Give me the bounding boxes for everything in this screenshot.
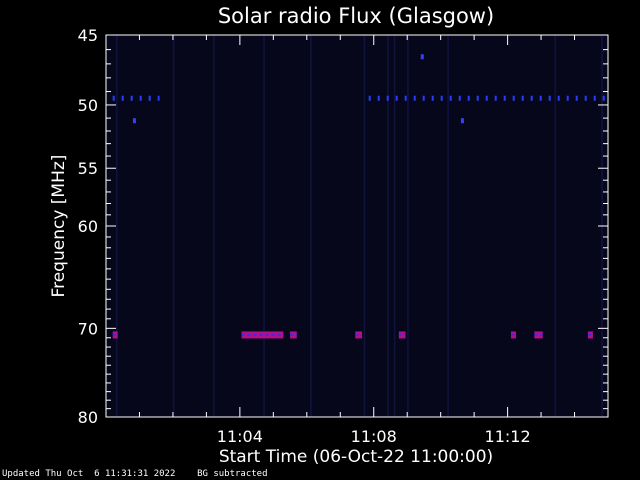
vertical-streak xyxy=(263,35,265,417)
chart-title: Solar radio Flux (Glasgow) xyxy=(218,4,494,28)
interference-band xyxy=(510,331,516,339)
y-tick-label: 60 xyxy=(78,217,98,236)
vertical-streak xyxy=(116,35,118,417)
y-tick-label: 50 xyxy=(78,96,98,115)
vertical-streak xyxy=(447,35,449,417)
point-mark xyxy=(420,54,424,60)
y-tick-label: 80 xyxy=(78,408,98,427)
band-fill xyxy=(290,331,297,339)
x-axis-label: Start Time (06-Oct-22 11:00:00) xyxy=(219,447,493,467)
vertical-streak xyxy=(172,35,175,417)
point-mark xyxy=(132,118,136,124)
x-tick-label: 11:08 xyxy=(351,427,397,446)
interference-band xyxy=(112,331,118,339)
band-fill xyxy=(355,331,363,339)
interference-band xyxy=(241,331,284,339)
vertical-streak xyxy=(213,35,215,417)
y-axis-ticks: 45 50 55 60 70 80 xyxy=(78,26,608,427)
y-tick-label: 70 xyxy=(78,319,98,338)
vertical-streak xyxy=(407,35,409,417)
y-tick-label: 55 xyxy=(78,159,98,178)
interference-band xyxy=(587,331,593,339)
point-mark xyxy=(460,118,464,124)
footer-updated: Updated Thu Oct 6 11:31:31 2022 xyxy=(2,469,176,479)
vertical-streak xyxy=(554,35,556,417)
interference-bands xyxy=(112,95,608,339)
vertical-streak xyxy=(387,35,389,417)
y-axis-label: Frequency [MHz] xyxy=(49,155,69,298)
y-tick-label: 45 xyxy=(78,26,98,45)
vertical-streak xyxy=(393,35,396,417)
interference-band xyxy=(534,331,543,339)
vertical-streak xyxy=(310,35,312,417)
interference-band xyxy=(290,331,297,339)
band-fill xyxy=(398,331,406,339)
x-axis-ticks: 11:04 11:08 11:12 xyxy=(138,35,576,446)
interference-band xyxy=(398,331,406,339)
plot-background xyxy=(106,35,608,417)
x-tick-label: 11:04 xyxy=(217,427,263,446)
point-marks xyxy=(132,54,464,124)
footer-note: BG subtracted xyxy=(197,469,268,479)
band-fill xyxy=(534,331,543,339)
footer-status: Updated Thu Oct 6 11:31:31 2022 BG subtr… xyxy=(2,469,268,480)
vertical-streak xyxy=(363,35,366,417)
interference-band xyxy=(355,331,363,339)
x-tick-label: 11:12 xyxy=(485,427,531,446)
